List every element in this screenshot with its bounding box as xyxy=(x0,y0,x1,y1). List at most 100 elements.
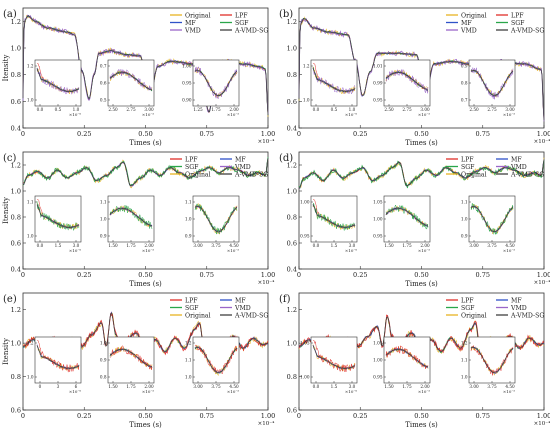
y-tick-label: 0.6 xyxy=(11,98,21,106)
inset-1: 1.21.00.0 0.5 1.0×10⁻⁶ xyxy=(27,59,82,117)
inset-x-tick-label: 3.00 xyxy=(193,243,203,248)
legend-label: SGF xyxy=(185,305,199,312)
legend-label: Original xyxy=(461,171,487,178)
inset-multiplier: ×10⁻⁵ xyxy=(142,248,155,253)
x-tick-label: 0 xyxy=(21,271,25,279)
inset-x-tick-label: 0.5 xyxy=(331,107,338,112)
legend-label: Original xyxy=(461,312,487,319)
x-axis-label: Times (s) xyxy=(129,139,162,147)
inset-x-tick-label: 3.0 xyxy=(73,243,80,248)
legend-label: Original xyxy=(461,12,487,19)
legend-label: VMD xyxy=(234,305,251,312)
x-axis-label: Times (s) xyxy=(405,421,438,429)
y-axis-label: Itensity xyxy=(2,55,10,82)
inset-multiplier: ×10⁻⁵ xyxy=(142,112,155,117)
y-tick-label: 1.0 xyxy=(287,45,297,53)
inset-series-avmdsg xyxy=(109,348,153,368)
panel-label: (b) xyxy=(279,9,293,20)
panel-e: (e)0.60.81.01.20 0.25 0.50 0.75 1.00×10⁻⁴Tim… xyxy=(2,292,276,429)
x-multiplier: ×10⁻⁴ xyxy=(258,420,276,427)
x-tick-label: 0.75 xyxy=(200,412,214,420)
inset-y-tick-label: 1.0 xyxy=(27,98,34,103)
inset-x-tick-label: 2.00 xyxy=(144,384,154,389)
y-tick-label: 1.2 xyxy=(11,306,21,314)
inset-x-tick-label: 1.75 xyxy=(126,243,136,248)
inset-1: 1.00 0.950.0 1.5 3.0×10⁻⁶ xyxy=(300,195,357,253)
inset-x-tick-label: 3.00 xyxy=(420,107,430,112)
inset-multiplier: ×10⁻⁵ xyxy=(418,112,431,117)
inset-y-tick-label: 0.90 xyxy=(182,98,192,103)
y-axis-label: Itensity xyxy=(2,197,10,224)
legend-label: SGF xyxy=(511,20,525,27)
inset-2: 1.0 0.9 0.81.50 1.75 2.00×10⁻⁵ xyxy=(100,336,154,394)
inset-y-tick-label: 1.00 xyxy=(373,358,383,363)
inset-series-avmdsg xyxy=(36,68,79,92)
legend-label: SGF xyxy=(185,164,199,171)
x-tick-label: 0 xyxy=(297,412,301,420)
y-tick-label: 0.4 xyxy=(287,125,297,133)
panel-label: (e) xyxy=(3,294,17,305)
inset-series-vmd xyxy=(312,345,356,371)
inset-y-tick-label: 0.95 xyxy=(182,81,192,86)
legend-label: LPF xyxy=(235,12,248,19)
inset-3: 0.9 0.8 0.72.50 2.75 3.00×10⁻⁵ xyxy=(461,59,516,117)
inset-y-tick-label: 1.0 xyxy=(27,234,34,239)
inset-x-tick-label: 3.75 xyxy=(487,384,497,389)
inset-frame xyxy=(468,336,516,384)
inset-multiplier: ×10⁻⁶ xyxy=(69,112,82,117)
legend-label: A-VMD-SG xyxy=(510,27,544,34)
inset-series-avmdsg xyxy=(109,71,153,91)
inset-x-tick-label: 6 xyxy=(75,384,78,389)
panel-f: (f)0.60.81.01.20 0.25 0.50 0.75 1.00×10⁻⁴Tim… xyxy=(279,292,550,429)
inset-series-lpf xyxy=(109,345,153,370)
inset-series-avmdsg xyxy=(194,347,238,373)
inset-series-avmdsg xyxy=(109,207,153,227)
x-axis-label: Times (s) xyxy=(129,421,162,429)
inset-2: 1.1 1.0 0.91.50 1.75 2.00×10⁻⁵ xyxy=(100,195,155,253)
inset-frame xyxy=(107,59,155,107)
inset-x-tick-label: 0.0 xyxy=(37,243,44,248)
y-tick-label: 0.8 xyxy=(287,373,297,381)
inset-1: 1.21.00.0 0.5 1.0×10⁻⁶ xyxy=(303,59,357,117)
inset-y-tick-label: 1.05 xyxy=(373,200,383,205)
inset-x-tick-label: 1.50 xyxy=(384,243,394,248)
inset-y-tick-label: 1.0 xyxy=(185,217,192,222)
inset-multiplier: ×10⁻⁵ xyxy=(503,112,516,117)
inset-y-tick-label: 0.6 xyxy=(100,81,107,86)
inset-y-tick-label: 0.95 xyxy=(373,234,383,239)
legend-label: Original xyxy=(185,12,211,19)
inset-y-tick-label: 1.00 xyxy=(300,200,310,205)
x-tick-label: 0.50 xyxy=(414,412,428,420)
y-tick-label: 1.0 xyxy=(287,188,297,196)
inset-x-tick-label: 2.00 xyxy=(229,107,239,112)
y-tick-label: 0.8 xyxy=(11,214,21,222)
inset-x-tick-label: 2.75 xyxy=(402,107,412,112)
inset-series-avmdsg xyxy=(312,344,356,370)
x-axis-label: Times (s) xyxy=(129,280,162,288)
inset-multiplier: ×10⁻⁵ xyxy=(227,389,240,394)
inset-y-tick-label: 1.01 xyxy=(373,64,383,69)
inset-y-tick-label: 0.9 xyxy=(461,64,468,69)
inset-x-tick-label: 0.0 xyxy=(313,384,320,389)
inset-x-tick-label: 1.5 xyxy=(55,243,62,248)
inset-y-tick-label: 0.8 xyxy=(100,375,107,380)
inset-2: 1.01 0.99 0.952.50 2.75 3.00×10⁻⁵ xyxy=(373,59,431,117)
inset-y-tick-label: 1.0 xyxy=(303,98,310,103)
inset-x-tick-label: 3.00 xyxy=(469,243,479,248)
y-axis-label: Itensity xyxy=(2,338,10,365)
series-line-avmdsg xyxy=(298,159,545,189)
legend-label: Original xyxy=(185,171,211,178)
panel-label: (f) xyxy=(279,294,291,305)
inset-x-tick-label: 3.00 xyxy=(469,384,479,389)
legend-label: MF xyxy=(235,297,246,304)
inset-frame xyxy=(383,59,431,107)
inset-3: 1.1 1.0 0.93.00 3.75 4.50×10⁻⁵ xyxy=(185,195,239,253)
inset-x-tick-label: 1.75 xyxy=(402,384,412,389)
x-tick-label: 0.50 xyxy=(414,130,428,138)
legend-label: MF xyxy=(235,156,246,163)
inset-y-tick-label: 1.2 xyxy=(461,341,468,346)
inset-x-tick-label: 3.00 xyxy=(193,384,203,389)
legend-label: LPF xyxy=(185,297,198,304)
